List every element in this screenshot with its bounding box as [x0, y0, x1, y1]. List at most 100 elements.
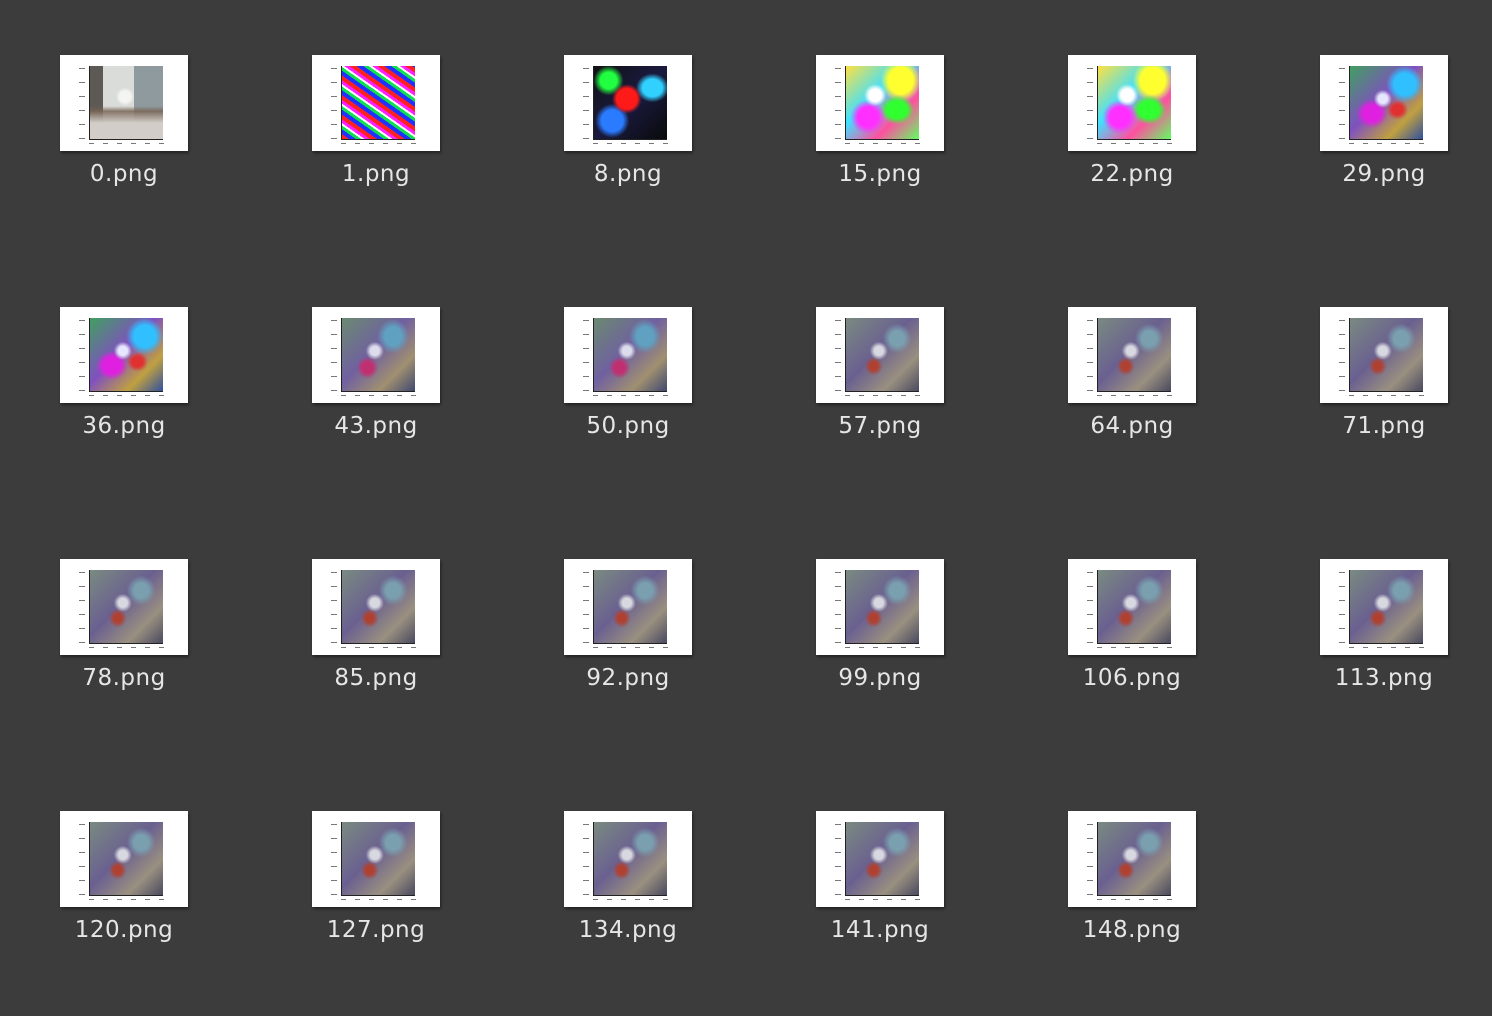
file-thumbnail[interactable]: [816, 811, 944, 907]
thumbnail-image: [593, 570, 667, 644]
thumbnail-y-ticks: [833, 570, 843, 644]
file-name-label[interactable]: 120.png: [74, 917, 174, 943]
file-thumbnail[interactable]: [1320, 55, 1448, 151]
thumbnail-x-ticks: [593, 395, 668, 398]
thumbnail-image: [341, 570, 415, 644]
file-item[interactable]: 85.png: [278, 559, 478, 719]
thumbnail-x-ticks: [89, 395, 164, 398]
file-name-label[interactable]: 99.png: [838, 665, 922, 691]
file-thumbnail[interactable]: [60, 811, 188, 907]
thumbnail-x-ticks: [593, 647, 668, 650]
file-thumbnail[interactable]: [564, 811, 692, 907]
file-thumbnail[interactable]: [816, 559, 944, 655]
file-item[interactable]: 127.png: [278, 811, 478, 971]
file-item[interactable]: 134.png: [530, 811, 730, 971]
thumbnail-y-ticks: [833, 66, 843, 140]
file-name-label[interactable]: 106.png: [1082, 665, 1182, 691]
file-item[interactable]: 99.png: [782, 559, 982, 719]
file-thumbnail[interactable]: [60, 307, 188, 403]
file-item[interactable]: 22.png: [1034, 55, 1234, 215]
thumbnail-y-ticks: [581, 570, 591, 644]
file-name-label[interactable]: 50.png: [586, 413, 670, 439]
file-item[interactable]: 78.png: [26, 559, 226, 719]
thumbnail-image: [593, 66, 667, 140]
file-thumbnail[interactable]: [564, 55, 692, 151]
thumbnail-image: [845, 66, 919, 140]
file-name-label[interactable]: 113.png: [1334, 665, 1434, 691]
file-name-label[interactable]: 71.png: [1342, 413, 1426, 439]
file-thumbnail[interactable]: [1068, 559, 1196, 655]
thumbnail-x-ticks: [341, 395, 416, 398]
thumbnail-y-ticks: [1085, 570, 1095, 644]
file-item[interactable]: 57.png: [782, 307, 982, 467]
thumbnail-y-ticks: [1085, 822, 1095, 896]
file-thumbnail[interactable]: [1068, 811, 1196, 907]
file-thumbnail[interactable]: [312, 307, 440, 403]
file-name-label[interactable]: 78.png: [82, 665, 166, 691]
file-name-label[interactable]: 1.png: [341, 161, 411, 187]
file-thumbnail[interactable]: [1320, 559, 1448, 655]
file-name-label[interactable]: 8.png: [593, 161, 663, 187]
file-item[interactable]: 0.png: [26, 55, 226, 215]
file-name-label[interactable]: 92.png: [586, 665, 670, 691]
file-item[interactable]: 15.png: [782, 55, 982, 215]
file-thumbnail[interactable]: [60, 559, 188, 655]
file-item[interactable]: 106.png: [1034, 559, 1234, 719]
thumbnail-y-ticks: [833, 318, 843, 392]
thumbnail-y-ticks: [581, 822, 591, 896]
file-item[interactable]: 64.png: [1034, 307, 1234, 467]
file-name-label[interactable]: 29.png: [1342, 161, 1426, 187]
file-thumbnail[interactable]: [564, 559, 692, 655]
thumbnail-x-ticks: [341, 647, 416, 650]
file-item[interactable]: 29.png: [1286, 55, 1486, 215]
file-name-label[interactable]: 22.png: [1090, 161, 1174, 187]
file-name-label[interactable]: 15.png: [838, 161, 922, 187]
thumbnail-x-ticks: [1349, 395, 1424, 398]
thumbnail-image: [845, 570, 919, 644]
file-item[interactable]: 113.png: [1286, 559, 1486, 719]
thumbnail-image: [89, 318, 163, 392]
thumbnail-x-ticks: [845, 143, 920, 146]
file-item[interactable]: 120.png: [26, 811, 226, 971]
file-thumbnail[interactable]: [312, 811, 440, 907]
file-name-label[interactable]: 64.png: [1090, 413, 1174, 439]
file-thumbnail[interactable]: [1320, 307, 1448, 403]
thumbnail-x-ticks: [89, 143, 164, 146]
thumbnail-image: [341, 822, 415, 896]
file-name-label[interactable]: 57.png: [838, 413, 922, 439]
file-item[interactable]: 1.png: [278, 55, 478, 215]
file-item[interactable]: 71.png: [1286, 307, 1486, 467]
file-thumbnail[interactable]: [1068, 307, 1196, 403]
file-thumbnail[interactable]: [60, 55, 188, 151]
thumbnail-image: [845, 318, 919, 392]
file-name-label[interactable]: 134.png: [578, 917, 678, 943]
file-name-label[interactable]: 85.png: [334, 665, 418, 691]
file-item[interactable]: 141.png: [782, 811, 982, 971]
thumbnail-x-ticks: [341, 143, 416, 146]
file-thumbnail[interactable]: [564, 307, 692, 403]
file-item[interactable]: 92.png: [530, 559, 730, 719]
file-name-label[interactable]: 43.png: [334, 413, 418, 439]
file-item[interactable]: 50.png: [530, 307, 730, 467]
file-thumbnail[interactable]: [312, 55, 440, 151]
file-item[interactable]: 148.png: [1034, 811, 1234, 971]
file-name-label[interactable]: 0.png: [89, 161, 159, 187]
file-item[interactable]: 43.png: [278, 307, 478, 467]
file-name-label[interactable]: 148.png: [1082, 917, 1182, 943]
file-name-label[interactable]: 36.png: [82, 413, 166, 439]
file-thumbnail[interactable]: [816, 307, 944, 403]
thumbnail-y-ticks: [1337, 318, 1347, 392]
file-name-label[interactable]: 127.png: [326, 917, 426, 943]
file-name-label[interactable]: 141.png: [830, 917, 930, 943]
file-thumbnail[interactable]: [312, 559, 440, 655]
file-thumbnail[interactable]: [816, 55, 944, 151]
file-thumbnail[interactable]: [1068, 55, 1196, 151]
thumbnail-y-ticks: [77, 66, 87, 140]
thumbnail-y-ticks: [77, 570, 87, 644]
thumbnail-image: [341, 66, 415, 140]
thumbnail-x-ticks: [593, 143, 668, 146]
file-item[interactable]: 8.png: [530, 55, 730, 215]
thumbnail-image: [1097, 822, 1171, 896]
file-item[interactable]: 36.png: [26, 307, 226, 467]
thumbnail-x-ticks: [845, 647, 920, 650]
